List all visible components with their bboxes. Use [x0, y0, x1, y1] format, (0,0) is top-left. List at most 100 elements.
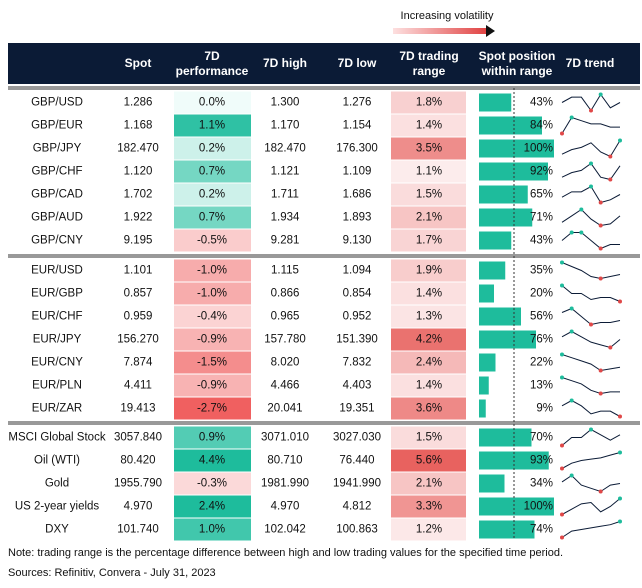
cell-low: 1.154	[343, 120, 372, 132]
perf-cell	[174, 305, 251, 328]
perf-cell	[174, 374, 251, 397]
cell-high: 3071.010	[261, 432, 309, 444]
cell-high: 80.710	[267, 455, 302, 467]
cell-perf: -0.4%	[197, 311, 227, 323]
sparkline-dot	[608, 177, 613, 182]
cell-spot: 1.702	[124, 189, 153, 201]
range-cell	[391, 160, 466, 183]
range-cell	[391, 426, 466, 449]
cell-low: 7.832	[343, 357, 372, 369]
cell-spot: 3057.840	[114, 432, 162, 444]
perf-cell	[174, 495, 251, 518]
row-name: MSCI Global Stock	[8, 432, 105, 444]
cell-spot: 1.120	[124, 166, 153, 178]
cell-high: 1981.990	[261, 478, 309, 490]
sparkline-dot	[589, 427, 593, 432]
range-cell	[391, 328, 466, 351]
row-name: DXY	[45, 524, 69, 536]
cell-low: 76.440	[339, 455, 374, 467]
perf-cell	[174, 206, 251, 229]
cell-high: 0.965	[271, 311, 300, 323]
cell-high: 1.170	[271, 120, 300, 132]
cell-high: 20.041	[267, 403, 302, 415]
position-bar	[479, 353, 496, 372]
cell-high: 1.115	[271, 265, 299, 277]
range-cell	[391, 374, 466, 397]
sparkline-dot	[589, 322, 593, 327]
perf-cell	[174, 91, 251, 114]
column-header: Spot	[125, 56, 152, 70]
cell-low: 0.854	[343, 288, 372, 300]
cell-spot: 0.959	[124, 311, 153, 323]
range-cell	[391, 495, 466, 518]
position-label: 22%	[530, 357, 553, 369]
cell-perf: -1.5%	[197, 357, 227, 369]
sparkline-dot	[569, 473, 574, 478]
cell-range: 1.8%	[416, 97, 442, 109]
range-cell	[391, 472, 466, 495]
sparkline-dot	[618, 414, 622, 419]
cell-perf: 0.7%	[199, 166, 225, 178]
sparkline-dot	[569, 398, 574, 403]
sparkline-dot	[598, 276, 603, 281]
cell-range: 3.3%	[416, 501, 442, 513]
cell-high: 0.866	[271, 288, 300, 300]
cell-range: 1.5%	[416, 189, 442, 201]
cell-low: 3027.030	[333, 432, 381, 444]
cell-spot: 101.740	[117, 524, 159, 536]
sparkline-dot	[560, 283, 564, 288]
sparkline-dot	[560, 443, 564, 448]
cell-spot: 1.168	[124, 120, 153, 132]
column-header: performance	[176, 64, 249, 78]
perf-cell	[174, 472, 251, 495]
position-label: 70%	[530, 432, 553, 444]
perf-cell	[174, 259, 251, 282]
position-label: 9%	[536, 403, 553, 415]
sparkline	[561, 474, 621, 493]
cell-low: 1.109	[343, 166, 372, 178]
cell-low: 151.390	[336, 334, 378, 346]
cell-perf: 0.9%	[199, 432, 225, 444]
sparkline	[561, 116, 620, 134]
sparkline-dot	[608, 345, 613, 350]
cell-range: 1.3%	[416, 311, 442, 323]
sparkline-dot	[618, 450, 622, 455]
cell-high: 9.281	[271, 235, 300, 247]
sparkline-dot	[579, 207, 584, 212]
header-band	[8, 43, 640, 84]
cell-low: 1.276	[343, 97, 372, 109]
position-bar	[479, 208, 533, 227]
cell-spot: 0.857	[124, 288, 153, 300]
range-cell	[391, 206, 466, 229]
cell-low: 0.952	[343, 311, 372, 323]
perf-cell	[174, 518, 251, 541]
cell-range: 1.9%	[416, 265, 442, 277]
cell-high: 157.780	[264, 334, 306, 346]
cell-spot: 1.286	[124, 97, 153, 109]
range-cell	[391, 183, 466, 206]
row-name: GBP/AUD	[31, 212, 83, 224]
range-cell	[391, 305, 466, 328]
sparkline	[561, 354, 621, 372]
cell-range: 5.6%	[416, 455, 442, 467]
sparkline	[561, 285, 621, 302]
position-bar	[479, 231, 512, 250]
sparkline-dot	[598, 223, 603, 228]
sparkline-dot	[569, 306, 574, 311]
sparkline-dot	[589, 184, 593, 189]
column-header: Spot position	[479, 49, 556, 63]
position-bar	[479, 284, 494, 303]
row-name: EUR/JPY	[33, 334, 82, 346]
position-bar	[479, 399, 486, 418]
cell-range: 1.4%	[416, 380, 442, 392]
cell-range: 1.4%	[416, 288, 442, 300]
cell-spot: 4.411	[124, 380, 152, 392]
cell-perf: 0.2%	[199, 143, 225, 155]
cell-range: 2.1%	[416, 212, 442, 224]
cell-low: 100.863	[336, 524, 378, 536]
cell-spot: 1.101	[124, 265, 153, 277]
range-cell	[391, 351, 466, 374]
cell-range: 2.4%	[416, 357, 442, 369]
sparkline-dot	[589, 108, 593, 113]
row-name: Gold	[45, 478, 69, 490]
